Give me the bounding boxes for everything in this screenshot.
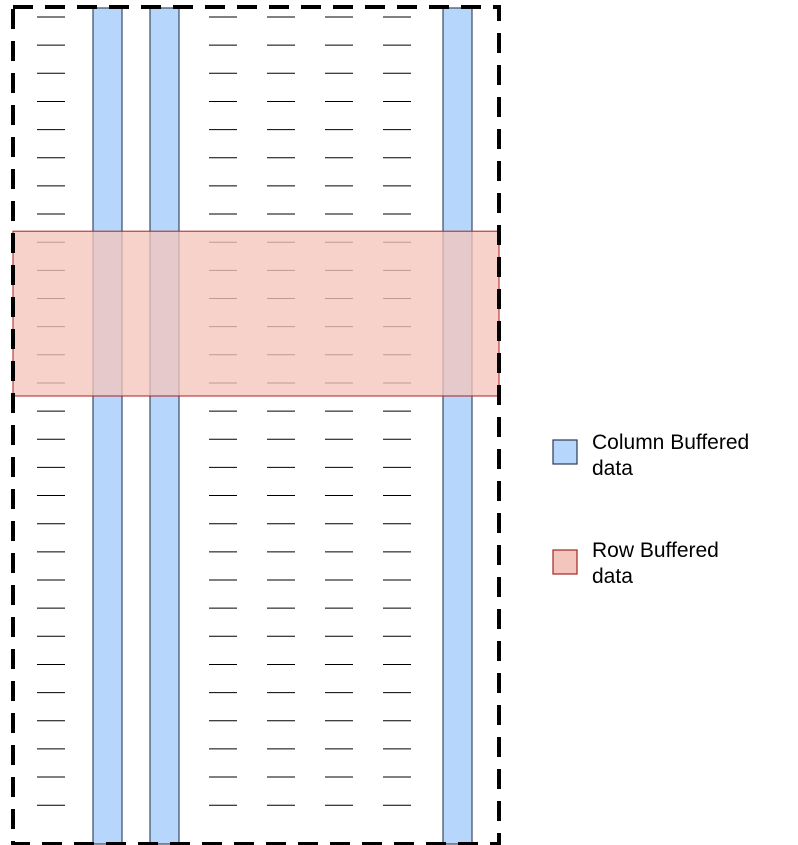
legend-item-row-buffered: Row Buffered data bbox=[552, 539, 719, 588]
row-buffered-band bbox=[12, 230, 500, 397]
column-buffered-band-8 bbox=[442, 7, 473, 845]
column-buffered-bands bbox=[92, 7, 473, 845]
legend-label-column-line1: Column Buffered bbox=[592, 431, 749, 454]
legend: Column Buffered data Row Buffered data bbox=[552, 431, 749, 588]
column-buffered-band-2 bbox=[92, 7, 123, 845]
column-buffered-band-3 bbox=[149, 7, 180, 845]
legend-item-column-buffered: Column Buffered data bbox=[552, 431, 749, 480]
legend-label-row-line1: Row Buffered bbox=[592, 539, 719, 562]
dashed-border bbox=[11, 5, 501, 845]
row-buffered-swatch bbox=[552, 549, 578, 575]
legend-label-column-line2: data bbox=[592, 457, 633, 480]
column-buffered-swatch bbox=[552, 439, 578, 465]
legend-label-row-line2: data bbox=[592, 565, 633, 588]
